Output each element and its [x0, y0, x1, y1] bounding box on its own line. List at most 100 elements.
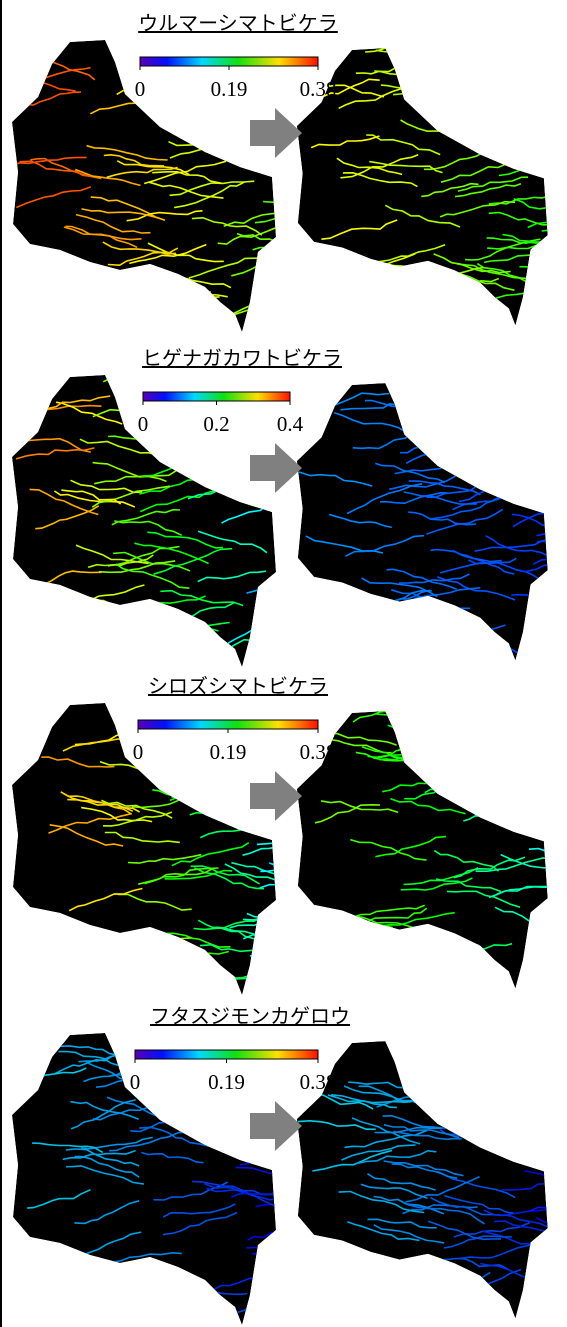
stream — [10, 307, 80, 329]
panel-title: ヒゲナガカワトビケラ — [142, 346, 342, 370]
stream — [518, 472, 567, 485]
stream — [180, 1097, 250, 1113]
stream — [252, 1244, 328, 1255]
colorbar-tick-label: 0.19 — [211, 77, 248, 101]
stream — [144, 1319, 219, 1327]
stream — [531, 98, 567, 114]
stream — [376, 699, 449, 715]
stream — [95, 651, 165, 661]
colorbar — [135, 1050, 318, 1059]
stream — [463, 801, 527, 821]
stream — [33, 1297, 97, 1303]
stream — [334, 30, 407, 45]
colorbar-tick-label: 0.2 — [203, 412, 229, 436]
stream — [532, 114, 567, 132]
stream — [375, 1013, 449, 1041]
stream — [136, 292, 210, 308]
colorbar — [143, 392, 290, 401]
stream — [157, 704, 232, 715]
stream — [259, 289, 335, 297]
stream — [470, 401, 531, 419]
stream — [550, 764, 567, 789]
stream — [445, 754, 510, 770]
stream — [509, 733, 567, 745]
stream — [17, 690, 95, 706]
stream — [217, 1318, 287, 1327]
map-area — [297, 383, 548, 660]
stream — [550, 1054, 567, 1072]
stream — [448, 443, 512, 468]
map — [295, 378, 567, 660]
stream — [399, 395, 471, 416]
stream — [550, 847, 567, 862]
stream — [247, 914, 324, 933]
stream — [449, 1104, 524, 1122]
stream — [313, 935, 383, 947]
stream — [459, 707, 534, 721]
stream — [209, 304, 290, 317]
stream — [483, 715, 555, 739]
stream — [484, 422, 556, 439]
stream — [401, 608, 467, 621]
colorbar-tick-label: 0.19 — [208, 1070, 245, 1094]
stream — [145, 1091, 225, 1111]
colorbar-tick-label: 0 — [138, 412, 149, 436]
map — [295, 688, 567, 988]
stream — [378, 1276, 456, 1293]
colorbar-tick-label: 0 — [135, 77, 146, 101]
stream — [277, 1281, 349, 1303]
stream — [546, 814, 567, 833]
panel: ウルマーシマトビケラ00.190.38 — [10, 11, 567, 339]
stream — [497, 754, 567, 769]
stream — [423, 759, 499, 772]
stream — [296, 271, 372, 294]
stream — [515, 1081, 567, 1106]
stream — [418, 962, 487, 978]
stream — [340, 261, 420, 286]
stream — [264, 284, 329, 292]
stream — [378, 264, 448, 271]
stream — [168, 110, 237, 127]
stream — [187, 705, 266, 720]
map — [296, 25, 567, 339]
colorbar-tick-label: 0.38 — [300, 1070, 337, 1094]
map — [297, 1013, 567, 1322]
stream — [277, 1302, 346, 1316]
stream — [435, 1037, 511, 1048]
stream — [492, 39, 567, 63]
stream — [117, 80, 188, 94]
stream — [470, 119, 548, 142]
stream — [111, 298, 193, 303]
stream — [542, 775, 567, 788]
stream — [440, 1098, 515, 1107]
stream — [481, 40, 556, 51]
stream — [405, 1303, 477, 1322]
stream — [382, 315, 441, 339]
stream — [24, 1307, 97, 1318]
stream — [398, 58, 475, 70]
stream — [549, 857, 567, 869]
stream — [499, 688, 567, 703]
stream — [388, 614, 468, 623]
stream — [425, 1298, 493, 1318]
stream — [465, 82, 538, 97]
stream — [540, 750, 567, 773]
stream — [48, 664, 125, 676]
colorbar — [140, 57, 318, 66]
stream — [521, 775, 567, 795]
arrow — [250, 771, 302, 821]
stream — [359, 630, 433, 644]
stream — [425, 779, 493, 793]
panel-title: フタスジモンカゲロウ — [150, 1004, 350, 1028]
stream — [532, 1126, 567, 1146]
colorbar-tick-label: 0.19 — [210, 740, 247, 764]
stream — [250, 956, 318, 962]
stream — [360, 944, 430, 954]
stream — [434, 1070, 499, 1089]
stream — [435, 447, 505, 464]
stream — [457, 1047, 525, 1059]
stream — [49, 359, 119, 378]
stream — [170, 783, 237, 800]
